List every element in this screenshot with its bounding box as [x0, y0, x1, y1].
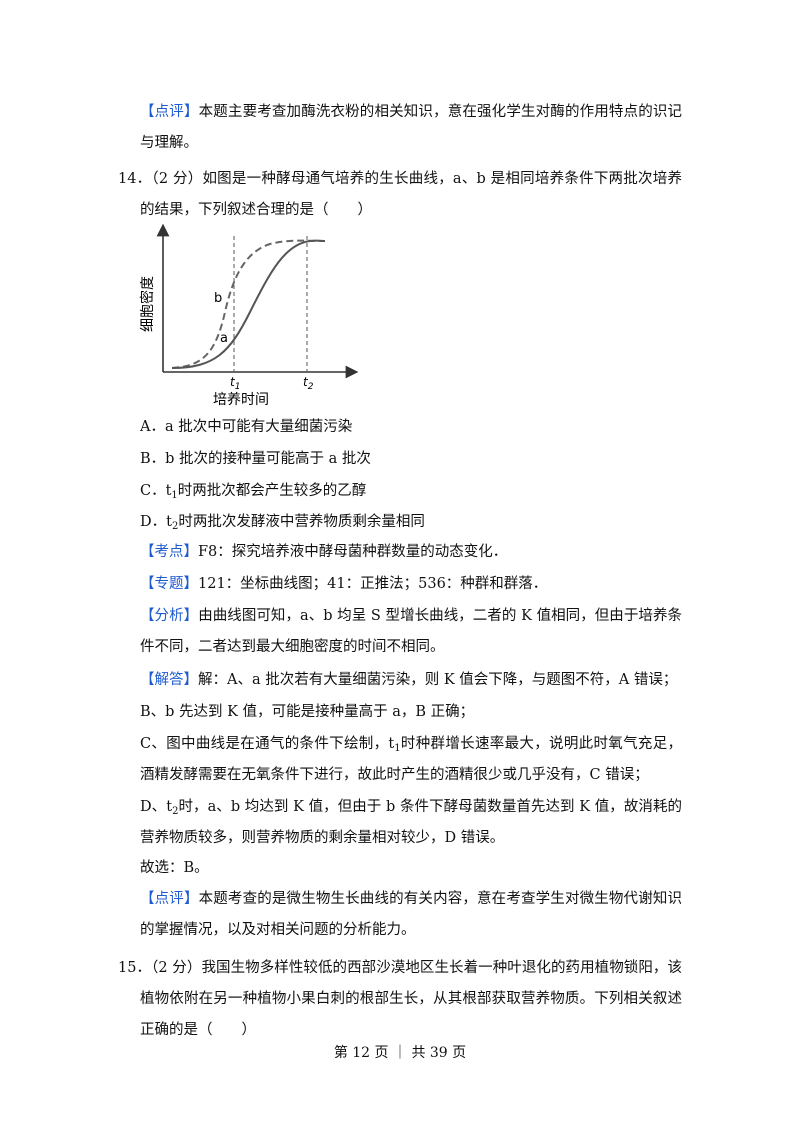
- t: t: [230, 375, 236, 389]
- curve-b: [171, 239, 326, 369]
- option: D．t2时两批次发酵液中营养物质剩余量相同: [140, 507, 682, 538]
- text: 时两批次都会产生较多的乙醇: [177, 483, 367, 499]
- option: C．t1时两批次都会产生较多的乙醇: [140, 476, 682, 507]
- option: A．a 批次中可能有大量细菌污染: [140, 419, 353, 435]
- tick-label: t2: [303, 375, 314, 392]
- text: 由曲线图可知，a、b 均呈 S 型增长曲线，二者的 K 值相同，但由于培养条件不…: [140, 608, 682, 655]
- review-paragraph: 【点评】本题考查的是微生物生长曲线的有关内容，意在考查学生对微生物代谢知识的掌握…: [140, 884, 682, 946]
- sub: 2: [308, 382, 314, 392]
- text: 时两批次发酵液中营养物质剩余量相同: [178, 514, 425, 530]
- sub: 1: [171, 490, 178, 501]
- x-axis-label: 培养时间: [213, 392, 269, 408]
- fenxi: 【分析】由曲线图可知，a、b 均呈 S 型增长曲线，二者的 K 值相同，但由于培…: [140, 601, 682, 663]
- growth-figure: b a t1 t2 细胞密度 培养时间: [139, 223, 359, 408]
- text: D．t: [140, 514, 172, 530]
- kaodian: 【考点】F8：探究培养液中酵母菌种群数量的动态变化．: [140, 537, 682, 568]
- y-axis-label: 细胞密度: [139, 276, 156, 332]
- text: 本题主要考查加酶洗衣粉的相关知识，意在强化学生对酶的作用特点的识记与理解。: [140, 104, 683, 151]
- text: F8：探究培养液中酵母菌种群数量的动态变化．: [198, 544, 508, 560]
- tag: 【解答】: [140, 672, 198, 688]
- question: 15．（2 分）我国生物多样性较低的西部沙漠地区生长着一种叶退化的药用植物锁阳，…: [118, 953, 682, 1046]
- jieda: 【解答】解：A、a 批次若有大量细菌污染，则 K 值会下降，与题图不符，A 错误…: [140, 665, 682, 696]
- score: （2 分）: [151, 171, 203, 187]
- text: 时种群增长速率最大，说明此时氧气充足，酒精发酵需要在无氧条件下进行，故此时产生的…: [140, 736, 683, 783]
- jieda-b: B、b 先达到 K 值，可能是接种量高于 a，B 正确；: [140, 704, 475, 720]
- curve-label: b: [214, 291, 222, 306]
- text: D、t: [140, 799, 173, 815]
- sub: 2: [172, 806, 179, 817]
- tag: 【考点】: [140, 544, 198, 560]
- text: 本题考查的是微生物生长曲线的有关内容，意在考查学生对微生物代谢知识的掌握情况，以…: [140, 891, 683, 938]
- sub: 2: [171, 521, 179, 532]
- tick-label: t1: [230, 375, 240, 392]
- text: C、图中曲线是在通气的条件下绘制，t: [140, 736, 395, 752]
- tag: 【点评】: [140, 104, 199, 120]
- curve-a: [171, 239, 326, 369]
- review-paragraph: 【点评】本题主要考查加酶洗衣粉的相关知识，意在强化学生对酶的作用特点的识记与理解…: [140, 97, 682, 159]
- t: t: [303, 375, 309, 389]
- sub: 1: [394, 743, 401, 754]
- tag: 【分析】: [140, 608, 199, 624]
- option: B．b 批次的接种量可能高于 a 批次: [140, 451, 371, 467]
- question-number: 15．: [118, 960, 152, 976]
- question-stem: 我国生物多样性较低的西部沙漠地区生长着一种叶退化的药用植物锁阳，该植物依附在另一…: [140, 960, 683, 1038]
- text: 121：坐标曲线图；41：正推法；536：种群和群落．: [198, 576, 548, 592]
- question: 14．（2 分）如图是一种酵母通气培养的生长曲线，a、b 是相同培养条件下两批次…: [118, 164, 682, 226]
- tag: 【专题】: [140, 576, 198, 592]
- jieda-d: D、t2时，a、b 均达到 K 值，但由于 b 条件下酵母菌数量首先达到 K 值…: [140, 792, 682, 854]
- page-footer: 第 12 页 ｜ 共 39 页: [333, 1045, 467, 1061]
- question-number: 14．: [118, 171, 152, 187]
- text: 时，a、b 均达到 K 值，但由于 b 条件下酵母菌数量首先达到 K 值，故消耗…: [140, 799, 682, 846]
- jieda-c: C、图中曲线是在通气的条件下绘制，t1时种群增长速率最大，说明此时氧气充足，酒精…: [140, 729, 682, 791]
- zhuanti: 【专题】121：坐标曲线图；41：正推法；536：种群和群落．: [140, 569, 682, 600]
- question-stem: 如图是一种酵母通气培养的生长曲线，a、b 是相同培养条件下两批次培养的结果，下列…: [140, 171, 682, 218]
- tag: 【点评】: [140, 891, 199, 907]
- curve-label: a: [220, 331, 228, 346]
- text: 解：A、a 批次若有大量细菌污染，则 K 值会下降，与题图不符，A 错误；: [198, 672, 678, 688]
- sub: 1: [235, 382, 241, 392]
- score: （2 分）: [151, 960, 202, 976]
- text: C．t: [140, 483, 172, 499]
- answer: 故选：B。: [140, 860, 209, 876]
